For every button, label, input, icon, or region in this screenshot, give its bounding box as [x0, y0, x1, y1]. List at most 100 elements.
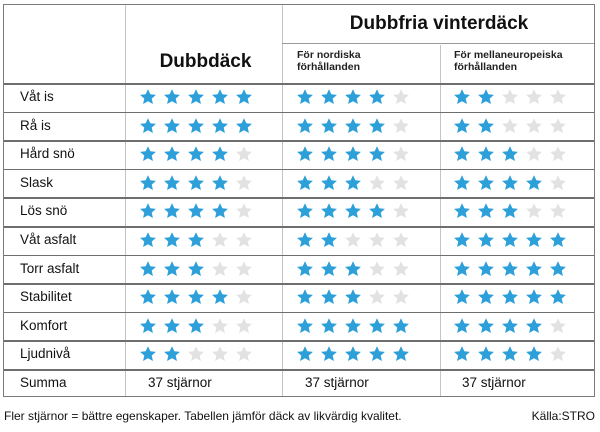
star-rating-dubb [139, 174, 253, 192]
row-label: Slask [20, 174, 54, 190]
star-filled-icon [368, 317, 386, 335]
star-filled-icon [344, 145, 362, 163]
star-filled-icon [296, 231, 314, 249]
star-rating-dubb [139, 345, 253, 363]
table-row: Ljudnivå [4, 340, 594, 369]
star-filled-icon [296, 288, 314, 306]
row-divider [4, 168, 594, 171]
star-empty-icon [525, 145, 543, 163]
star-filled-icon [344, 345, 362, 363]
star-rating-nordisk [296, 145, 410, 163]
header-nordiska-line1: För nordiska [297, 49, 361, 61]
star-empty-icon [501, 117, 519, 135]
star-filled-icon [163, 317, 181, 335]
star-rating-nordisk [296, 174, 410, 192]
star-filled-icon [477, 288, 495, 306]
star-filled-icon [320, 145, 338, 163]
star-filled-icon [296, 202, 314, 220]
star-empty-icon [368, 174, 386, 192]
star-empty-icon [235, 202, 253, 220]
row-divider [4, 226, 594, 228]
star-empty-icon [187, 345, 205, 363]
table-row: Slask [4, 169, 594, 198]
star-filled-icon [477, 117, 495, 135]
row-label: Våt asfalt [20, 232, 77, 247]
table-row: Lös snö [4, 197, 594, 226]
star-empty-icon [549, 174, 567, 192]
table-row: Komfort [4, 312, 594, 341]
star-empty-icon [392, 260, 410, 278]
star-filled-icon [453, 145, 471, 163]
group-divider [282, 43, 594, 44]
star-empty-icon [235, 345, 253, 363]
star-filled-icon [344, 117, 362, 135]
table-row: Torr asfalt [4, 255, 594, 284]
star-filled-icon [501, 260, 519, 278]
star-filled-icon [211, 288, 229, 306]
star-filled-icon [139, 345, 157, 363]
star-filled-icon [344, 260, 362, 278]
footer-source: Källa:STRO [531, 409, 595, 423]
star-filled-icon [453, 117, 471, 135]
star-filled-icon [139, 231, 157, 249]
star-empty-icon [211, 317, 229, 335]
star-filled-icon [477, 202, 495, 220]
star-rating-nordisk [296, 231, 410, 249]
star-rating-mellan [453, 288, 567, 306]
star-filled-icon [235, 117, 253, 135]
row-label: Våt is [20, 89, 54, 104]
star-rating-dubb [139, 231, 253, 249]
comparison-table: Dubbdäck Dubbfria vinterdäck För nordisk… [3, 4, 595, 397]
star-filled-icon [296, 317, 314, 335]
star-filled-icon [453, 345, 471, 363]
star-filled-icon [320, 174, 338, 192]
star-filled-icon [368, 345, 386, 363]
table-row: Rå is [4, 112, 594, 141]
header-mellaneuropeiska: För mellaneuropeiska förhållanden [454, 49, 563, 73]
star-filled-icon [501, 202, 519, 220]
star-rating-nordisk [296, 88, 410, 106]
star-filled-icon [139, 117, 157, 135]
header-nordiska-line2: förhållanden [297, 61, 361, 73]
star-rating-dubb [139, 117, 253, 135]
star-empty-icon [344, 231, 362, 249]
row-divider [4, 111, 594, 114]
star-filled-icon [501, 174, 519, 192]
star-empty-icon [392, 145, 410, 163]
star-rating-nordisk [296, 345, 410, 363]
star-empty-icon [235, 260, 253, 278]
row-label: Lös snö [20, 203, 68, 219]
star-empty-icon [211, 345, 229, 363]
star-rating-dubb [139, 288, 253, 306]
table-row: Våt is [4, 83, 594, 112]
star-filled-icon [477, 345, 495, 363]
star-empty-icon [235, 145, 253, 163]
star-filled-icon [320, 88, 338, 106]
star-rating-nordisk [296, 260, 410, 278]
star-empty-icon [235, 174, 253, 192]
star-filled-icon [187, 260, 205, 278]
star-rating-mellan [453, 117, 567, 135]
star-filled-icon [368, 145, 386, 163]
star-filled-icon [139, 317, 157, 335]
star-filled-icon [187, 288, 205, 306]
star-filled-icon [320, 260, 338, 278]
star-filled-icon [477, 88, 495, 106]
star-rating-dubb [139, 260, 253, 278]
star-filled-icon [211, 117, 229, 135]
star-rating-nordisk [296, 117, 410, 135]
star-filled-icon [477, 174, 495, 192]
table-row: Hård snö [4, 140, 594, 169]
star-filled-icon [211, 145, 229, 163]
star-filled-icon [320, 231, 338, 249]
star-filled-icon [320, 317, 338, 335]
star-empty-icon [501, 88, 519, 106]
star-filled-icon [296, 145, 314, 163]
star-filled-icon [211, 202, 229, 220]
header-nordiska: För nordiska förhållanden [297, 49, 361, 73]
header-divider [4, 83, 594, 85]
column-divider [125, 5, 126, 396]
star-empty-icon [368, 231, 386, 249]
row-label: Torr asfalt [20, 260, 80, 276]
star-filled-icon [501, 288, 519, 306]
